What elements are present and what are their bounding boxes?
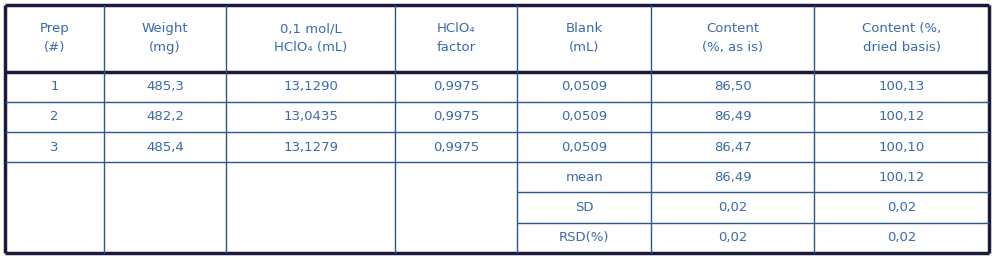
- Text: 485,4: 485,4: [146, 141, 184, 154]
- Text: HClO₄
factor: HClO₄ factor: [436, 22, 476, 54]
- Text: 86,49: 86,49: [714, 171, 751, 184]
- Text: 0,0509: 0,0509: [562, 110, 607, 123]
- Text: 13,0435: 13,0435: [283, 110, 338, 123]
- Text: 0,02: 0,02: [887, 201, 916, 214]
- Text: 100,12: 100,12: [879, 171, 924, 184]
- Text: 1: 1: [51, 80, 59, 93]
- Text: Content (%,
dried basis): Content (%, dried basis): [862, 22, 941, 54]
- Text: 100,10: 100,10: [879, 141, 924, 154]
- Text: 2: 2: [51, 110, 59, 123]
- Text: Weight
(mg): Weight (mg): [142, 22, 189, 54]
- Text: 100,12: 100,12: [879, 110, 924, 123]
- Text: mean: mean: [566, 171, 603, 184]
- Text: 0,02: 0,02: [718, 201, 747, 214]
- Text: 485,3: 485,3: [146, 80, 184, 93]
- Text: 13,1279: 13,1279: [283, 141, 338, 154]
- Text: Content
(%, as is): Content (%, as is): [703, 22, 763, 54]
- Text: 0,9975: 0,9975: [433, 80, 479, 93]
- Text: 0,0509: 0,0509: [562, 80, 607, 93]
- Text: 0,9975: 0,9975: [433, 110, 479, 123]
- Text: SD: SD: [576, 201, 593, 214]
- Text: 0,02: 0,02: [718, 231, 747, 244]
- Text: 0,0509: 0,0509: [562, 141, 607, 154]
- Text: 100,13: 100,13: [879, 80, 924, 93]
- Text: 0,9975: 0,9975: [433, 141, 479, 154]
- Text: RSD(%): RSD(%): [559, 231, 609, 244]
- Text: 86,50: 86,50: [714, 80, 751, 93]
- Text: 0,02: 0,02: [887, 231, 916, 244]
- Text: 482,2: 482,2: [146, 110, 184, 123]
- Text: 0,1 mol/L
HClO₄ (mL): 0,1 mol/L HClO₄ (mL): [274, 22, 347, 54]
- Text: 86,49: 86,49: [714, 110, 751, 123]
- Text: 86,47: 86,47: [714, 141, 751, 154]
- Text: 3: 3: [51, 141, 59, 154]
- Text: Prep
(#): Prep (#): [40, 22, 70, 54]
- Text: Blank
(mL): Blank (mL): [566, 22, 603, 54]
- Text: 13,1290: 13,1290: [283, 80, 338, 93]
